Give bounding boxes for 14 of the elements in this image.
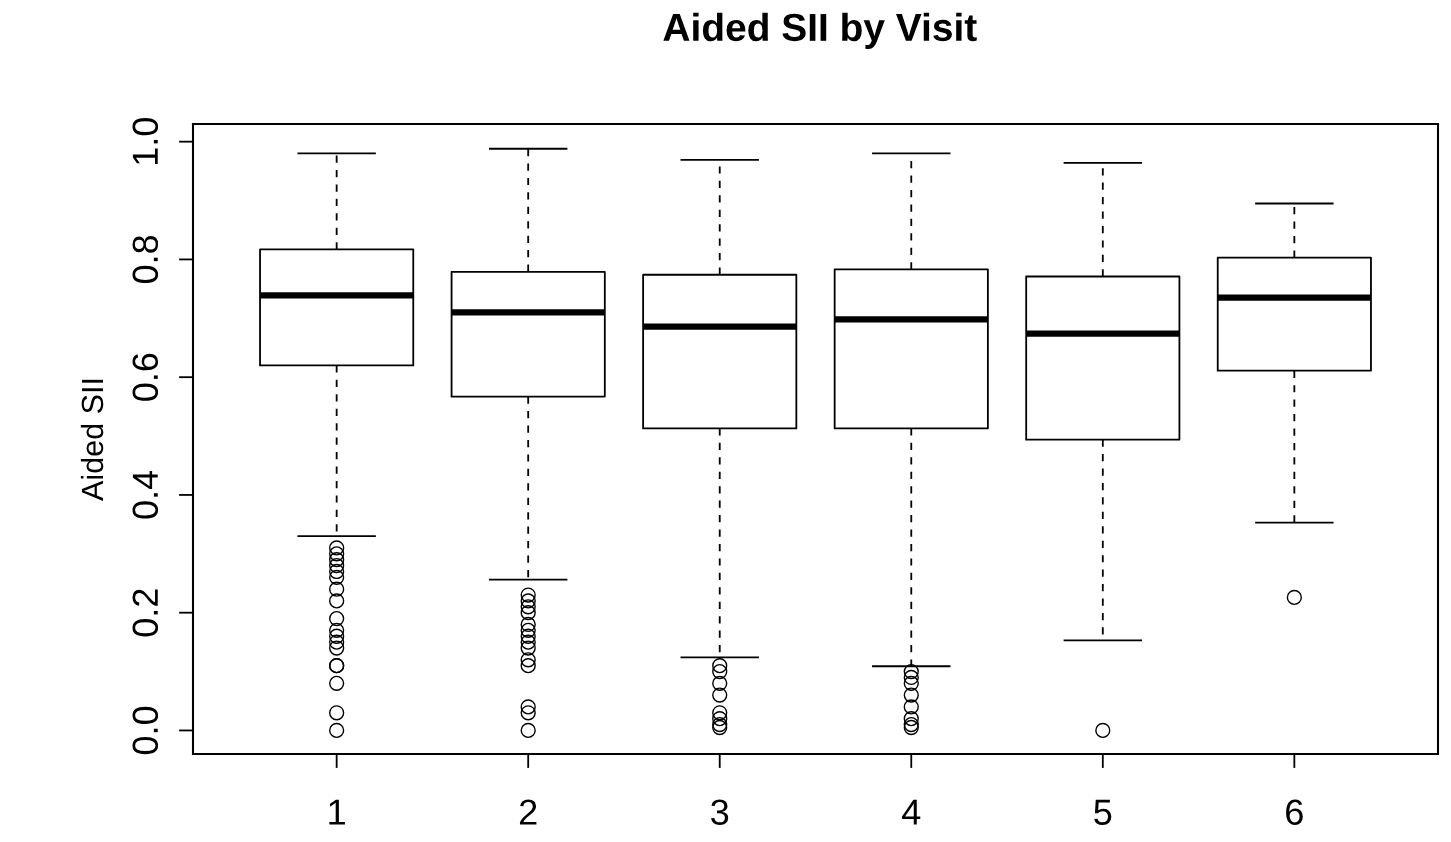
y-tick-label: 0.2: [132, 589, 159, 637]
y-tick-label: 0.8: [132, 235, 159, 284]
x-tick-label: 6: [1286, 799, 1303, 825]
chart-title: Aided SII by Visit: [663, 12, 977, 49]
x-tick-label: 4: [902, 799, 921, 825]
y-tick-label: 1.0: [132, 117, 159, 165]
x-tick-label: 2: [519, 799, 537, 825]
y-tick-label: 0.6: [132, 353, 159, 401]
x-tick-label: 1: [329, 799, 345, 825]
y-tick-label: 0.0: [132, 706, 159, 755]
y-axis-title: Aided SII: [80, 379, 104, 501]
x-tick-label: 3: [711, 799, 729, 825]
y-tick-label: 0.4: [132, 470, 159, 519]
x-tick-label: 5: [1094, 799, 1112, 825]
